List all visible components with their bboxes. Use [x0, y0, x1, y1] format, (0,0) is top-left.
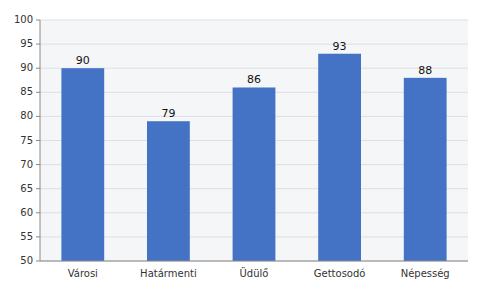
y-tick	[36, 68, 40, 69]
y-tick-label: 60	[20, 207, 33, 218]
data-label: 93	[333, 40, 347, 53]
y-tick	[36, 188, 40, 189]
y-tick	[36, 20, 40, 21]
y-axis: 50 55 60 65 70 75 80 85 90 95 100	[14, 14, 40, 266]
bar	[233, 87, 276, 261]
y-tick-label: 95	[20, 38, 33, 49]
grid-line	[40, 261, 468, 262]
y-tick-label: 65	[20, 183, 33, 194]
x-axis: Városi Határmenti Üdülő Gettosodó Népesség	[40, 261, 468, 279]
bar	[318, 54, 361, 261]
bar	[147, 121, 190, 261]
y-tick	[36, 140, 40, 141]
y-tick-label: 75	[20, 135, 33, 146]
data-label: 88	[418, 64, 432, 77]
y-tick	[36, 212, 40, 213]
y-tick-label: 80	[20, 110, 33, 121]
bars	[61, 54, 446, 261]
grid-line	[40, 44, 468, 45]
y-tick-label: 90	[20, 62, 33, 73]
chart-container: 50 55 60 65 70 75 80 85 90 95 100 90 79 86 93 88 Városi H…	[0, 0, 480, 289]
y-tick	[36, 92, 40, 93]
data-label: 79	[161, 107, 175, 120]
chart-svg: 50 55 60 65 70 75 80 85 90 95 100 90 79 86 93 88 Városi H…	[0, 0, 480, 289]
x-tick-label: Üdülő	[240, 267, 269, 279]
y-tick	[36, 44, 40, 45]
grid-line	[40, 20, 468, 21]
y-tick-label: 100	[14, 14, 33, 25]
y-tick-label: 70	[20, 159, 33, 170]
y-tick	[36, 116, 40, 117]
y-tick	[36, 236, 40, 237]
x-axis-line	[40, 261, 468, 262]
data-labels: 90 79 86 93 88	[76, 40, 432, 120]
x-tick-label: Városi	[68, 268, 98, 279]
y-tick	[36, 164, 40, 165]
x-tick-label: Határmenti	[140, 268, 197, 279]
y-axis-line	[40, 20, 41, 261]
y-tick-label: 55	[20, 231, 33, 242]
data-label: 86	[247, 73, 261, 86]
y-tick-label: 50	[20, 255, 33, 266]
y-tick	[36, 261, 40, 262]
y-tick-label: 85	[20, 86, 33, 97]
x-tick-label: Gettosodó	[314, 268, 366, 279]
x-tick-label: Népesség	[401, 268, 450, 279]
data-label: 90	[76, 54, 90, 67]
bar	[404, 78, 447, 261]
bar	[61, 68, 104, 261]
